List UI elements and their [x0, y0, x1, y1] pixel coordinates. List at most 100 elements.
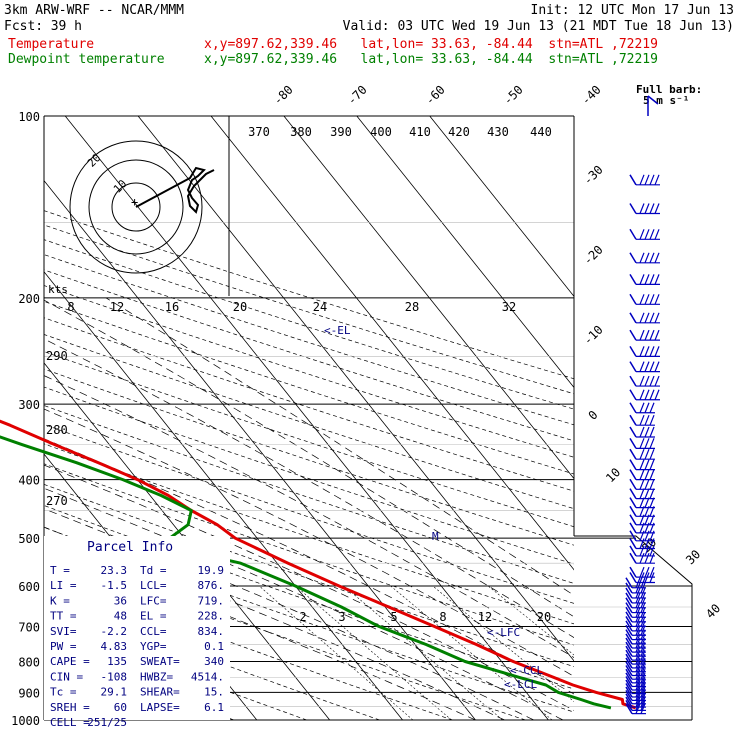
- barb-shaft: [625, 577, 633, 589]
- barb-feather: [635, 620, 641, 632]
- hodograph: + 20 10 kts: [48, 140, 215, 296]
- pressure-tick-label: 400: [18, 474, 40, 488]
- barb-feather: [644, 514, 650, 525]
- barb-feather: [654, 294, 660, 305]
- parcel-info-value: 4514.: [191, 670, 224, 683]
- barb-feather: [640, 577, 646, 588]
- barb-feather: [635, 700, 641, 711]
- theta-label-left: 280: [46, 423, 68, 437]
- theta-label-top: 370: [248, 125, 270, 139]
- barb-shaft: [625, 592, 633, 604]
- barb-feather: [640, 696, 646, 708]
- barb-feather: [635, 703, 641, 714]
- theta-label-top: 380: [290, 125, 312, 139]
- moist-adiabat: [44, 338, 574, 638]
- barb-feather: [644, 203, 650, 214]
- pressure-tick-label: 700: [18, 620, 40, 634]
- barb-shaft: [629, 361, 637, 373]
- barb-feather: [644, 522, 650, 534]
- barb-feather: [649, 522, 655, 534]
- barb-shaft: [629, 497, 637, 508]
- barb-feather: [640, 625, 646, 636]
- barb-shaft: [629, 273, 637, 285]
- barb-feather: [644, 530, 650, 542]
- barb-shaft: [625, 611, 633, 623]
- parcel-info-label: EL =: [140, 610, 167, 623]
- barb-feather: [644, 312, 650, 324]
- parcel-info-value: 60: [114, 701, 127, 714]
- barb-feather: [640, 620, 646, 632]
- barb-shaft: [625, 683, 633, 694]
- legend-temperature-info: x,y=897.62,339.46 lat,lon= 33.63, -84.44…: [204, 37, 658, 52]
- pressure-tick-label: 500: [18, 532, 40, 546]
- barb-feather: [639, 566, 645, 578]
- moist-adiabat: [44, 543, 476, 720]
- barb-feather: [649, 514, 655, 525]
- isotherm: [429, 116, 574, 298]
- barb-feather: [635, 696, 641, 708]
- barb-shaft: [625, 645, 633, 657]
- mixing-ratio-line: [390, 585, 553, 720]
- barb-feather: [644, 552, 650, 564]
- barb-feather: [644, 329, 650, 341]
- theta-label-top: 400: [370, 125, 392, 139]
- barb-feather: [635, 641, 641, 653]
- barb-feather: [649, 552, 655, 564]
- parcel-info-label: CCL=: [140, 625, 167, 638]
- hodograph-ring-outer: [69, 140, 203, 274]
- barb-feather: [635, 661, 641, 672]
- parcel-info-box: Parcel Info T = 23.3 Td = 19.9 LI = -1.5 LCL= 87…: [44, 536, 230, 729]
- barb-shaft: [629, 329, 637, 341]
- barb-shaft: [629, 389, 637, 401]
- barb-feather: [635, 592, 641, 604]
- theta-label-top: 420: [448, 125, 470, 139]
- fcst-label: Fcst:: [4, 19, 43, 34]
- barb-feather: [649, 375, 655, 387]
- barb-shaft: [629, 566, 637, 578]
- barb-feather: [640, 641, 646, 653]
- barb-shaft: [629, 312, 637, 324]
- barb-feather: [649, 438, 655, 449]
- barb-feather: [654, 346, 660, 357]
- barb-feather: [635, 683, 641, 694]
- barb-feather: [635, 665, 641, 676]
- el-marker: <-EL: [324, 324, 351, 337]
- barb-feather: [649, 229, 655, 240]
- theta-label-left: 270: [46, 494, 68, 508]
- barb-feather: [635, 649, 641, 661]
- isotherm-label: -60: [423, 83, 448, 108]
- barb-feather: [639, 506, 645, 517]
- theta-e-label: 32: [502, 300, 516, 314]
- barb-shaft: [625, 657, 633, 669]
- parcel-info-value: 19.9: [198, 564, 225, 577]
- barb-shaft: [629, 514, 637, 526]
- temperature-trace: [0, 419, 637, 710]
- barb-feather: [644, 479, 650, 490]
- barb-feather: [640, 587, 646, 599]
- mixing-ratio-label: 8: [439, 610, 446, 624]
- barb-feather: [639, 538, 645, 549]
- parcel-info-value: 876.: [198, 579, 225, 592]
- legend-dewpoint-name: Dewpoint temperature: [8, 52, 165, 67]
- barb-feather: [644, 389, 650, 400]
- barb-feather: [639, 375, 645, 387]
- barb-shaft: [629, 522, 637, 534]
- theta-label-top: 410: [409, 125, 431, 139]
- barb-feather: [649, 506, 655, 517]
- parcel-info-label: CELL =: [50, 716, 90, 729]
- barb-feather: [635, 690, 641, 701]
- parcel-info-value: 4.83: [101, 640, 128, 653]
- parcel-info-label: LCL=: [140, 579, 167, 592]
- hodograph-ring-inner: [111, 182, 161, 232]
- barb-feather: [654, 312, 660, 324]
- barb-shaft: [625, 703, 633, 715]
- barb-key-flag: [647, 95, 659, 105]
- pressure-tick-label: 600: [18, 580, 40, 594]
- theta-e-label: 8: [67, 300, 74, 314]
- mixing-ratio-label: 5: [390, 610, 397, 624]
- barb-feather: [639, 497, 645, 508]
- barb-feather: [635, 633, 641, 645]
- mixing-ratio-label: 3: [338, 610, 345, 624]
- theta-label-left: 290: [46, 349, 68, 363]
- barb-feather: [644, 414, 650, 426]
